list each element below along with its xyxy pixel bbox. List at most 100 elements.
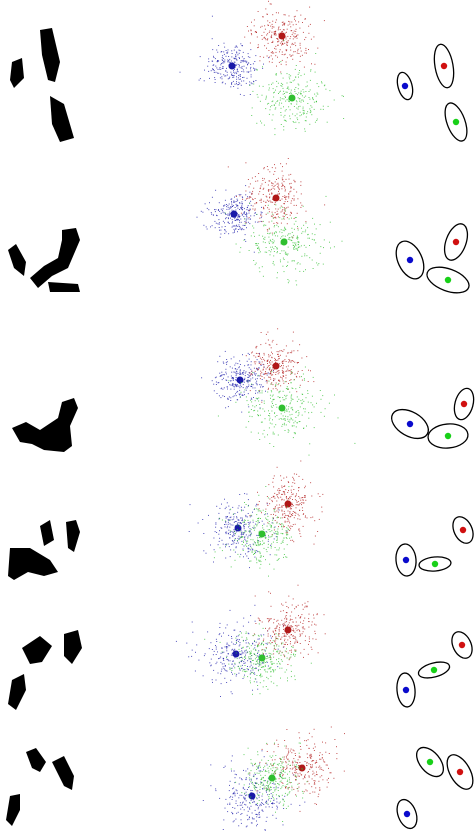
cluster-center-dot <box>230 210 238 218</box>
cluster-center-dot <box>284 626 292 634</box>
silhouette-blob <box>8 244 26 276</box>
silhouette-panel-3 <box>12 398 78 452</box>
ellipse-outline <box>396 798 418 830</box>
ellipse-outline <box>395 240 425 280</box>
silhouette-column <box>6 28 82 826</box>
cluster-center-dot <box>234 524 242 532</box>
ellipse-outline <box>453 387 475 421</box>
ellipse-outline <box>426 266 470 294</box>
point-cloud-column <box>175 0 356 831</box>
ellipse-fit-column <box>391 43 475 830</box>
point-cluster <box>249 40 345 136</box>
ellipse-fit <box>396 798 418 830</box>
cluster-center-dot <box>288 94 296 102</box>
ellipse-panel-2 <box>395 223 470 294</box>
silhouette-blob <box>40 520 54 546</box>
ellipse-fit <box>391 408 429 440</box>
point-cluster <box>249 726 345 812</box>
ellipse-fit <box>417 661 451 679</box>
ellipse-outline <box>451 631 473 659</box>
ellipse-fit <box>443 223 469 261</box>
cluster-center-dot <box>284 500 292 508</box>
silhouette-blob <box>64 630 82 664</box>
silhouette-blob <box>6 794 20 826</box>
ellipse-fit <box>396 71 414 101</box>
ellipse-center-dot <box>459 526 467 534</box>
point-cloud-panel-3 <box>201 328 356 456</box>
ellipse-fit <box>418 556 452 572</box>
ellipse-fit <box>444 102 468 142</box>
ellipse-outline <box>418 556 452 572</box>
point-cloud-panel-1 <box>179 0 345 136</box>
ellipse-center-dot <box>402 556 410 564</box>
silhouette-blob <box>26 748 46 772</box>
cluster-center-dot <box>272 362 280 370</box>
ellipse-center-dot <box>431 560 439 568</box>
silhouette-blob <box>30 228 80 288</box>
silhouette-panel-5 <box>8 630 82 710</box>
ellipse-outline <box>444 102 468 142</box>
ellipse-center-dot <box>460 400 468 408</box>
ellipse-outline <box>443 223 469 261</box>
silhouette-blob <box>48 282 80 292</box>
point-cluster <box>204 623 312 695</box>
ellipse-center-dot <box>406 256 414 264</box>
ellipse-fit <box>451 631 473 659</box>
ellipse-fit <box>427 423 469 449</box>
ellipse-outline <box>395 543 417 577</box>
ellipse-fit <box>446 754 474 790</box>
point-cluster <box>188 493 288 569</box>
silhouette-panel-2 <box>8 228 80 292</box>
silhouette-blob <box>40 28 60 82</box>
point-cloud-panel-4 <box>188 460 324 577</box>
ellipse-outline <box>446 754 474 790</box>
ellipse-center-dot <box>426 758 434 766</box>
ellipse-center-dot <box>401 82 409 90</box>
ellipse-outline <box>452 516 474 544</box>
cluster-center-dot <box>236 376 244 384</box>
cluster-center-dot <box>278 32 286 40</box>
silhouette-blob <box>52 756 74 790</box>
silhouette-blob <box>22 636 52 664</box>
ellipse-center-dot <box>402 686 410 694</box>
ellipse-center-dot <box>458 641 466 649</box>
ellipse-center-dot <box>452 118 460 126</box>
cluster-center-dot <box>280 238 288 246</box>
point-cluster <box>201 350 275 413</box>
silhouette-blob <box>8 674 26 710</box>
point-cloud-panel-2 <box>196 158 343 286</box>
ellipse-fit <box>395 543 417 577</box>
ellipse-center-dot <box>440 62 448 70</box>
ellipse-fit <box>453 387 475 421</box>
point-cluster <box>217 366 356 456</box>
ellipse-outline <box>391 408 429 440</box>
silhouette-panel-4 <box>8 520 80 580</box>
ellipse-center-dot <box>444 432 452 440</box>
point-cluster <box>175 604 284 697</box>
ellipse-outline <box>396 672 416 708</box>
ellipse-outline <box>427 423 469 449</box>
cluster-center-dot <box>232 650 240 658</box>
ellipse-fit <box>396 672 416 708</box>
ellipse-fit <box>426 266 470 294</box>
silhouette-blob <box>12 398 78 452</box>
ellipse-outline <box>417 661 451 679</box>
ellipse-center-dot <box>406 420 414 428</box>
ellipse-fit <box>452 516 474 544</box>
ellipse-panel-1 <box>396 43 468 142</box>
cluster-center-dot <box>228 62 236 70</box>
ellipse-fit <box>416 746 444 778</box>
silhouette-blob <box>8 548 58 580</box>
cluster-center-dot <box>278 404 286 412</box>
silhouette-panel-1 <box>10 28 74 142</box>
ellipse-center-dot <box>452 238 460 246</box>
ellipse-panel-4 <box>395 516 474 577</box>
ellipse-outline <box>396 71 414 101</box>
ellipse-outline <box>433 43 455 89</box>
point-cluster <box>179 15 270 96</box>
point-cluster <box>244 0 325 73</box>
ellipse-panel-5 <box>396 631 473 708</box>
point-cluster <box>224 195 343 286</box>
point-cloud-panel-5 <box>175 584 326 697</box>
ellipse-center-dot <box>444 276 452 284</box>
